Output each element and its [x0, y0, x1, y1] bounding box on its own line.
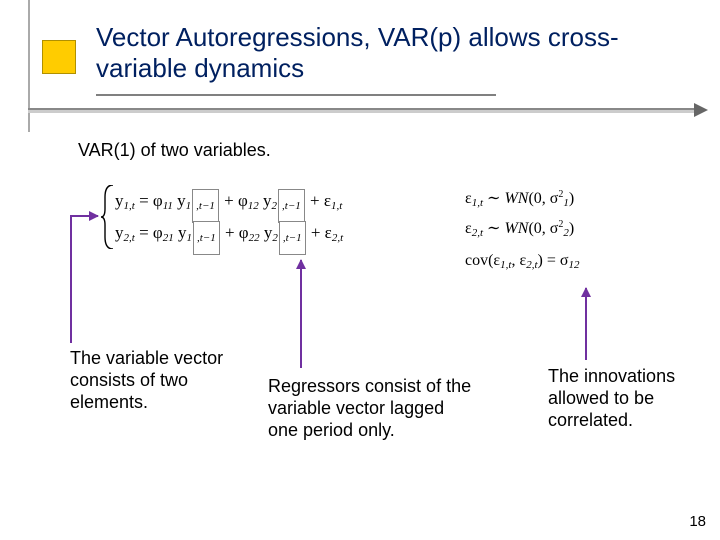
error-row-1: ε1,t ∼ WN(0, σ21) — [465, 180, 579, 210]
error-row-cov: cov(ε1,t, ε2,t) = σ12 — [465, 246, 579, 276]
callout-arrow-mid — [300, 260, 302, 368]
horizontal-rule — [28, 108, 700, 113]
caption-right: The innovations allowed to be correlated… — [548, 366, 708, 432]
equation-row-1: y1,t = φ11 y1,t−1 + φ12 y2,t−1 + ε1,t — [115, 185, 343, 217]
callout-stem-left — [70, 215, 72, 343]
callout-arrow-left — [70, 215, 98, 217]
caption-left: The variable vector consists of two elem… — [70, 348, 230, 414]
error-block: ε1,t ∼ WN(0, σ21) ε2,t ∼ WN(0, σ22) cov(… — [465, 180, 579, 276]
curly-brace-icon — [101, 185, 115, 249]
accent-square — [42, 40, 76, 74]
equation-row-2: y2,t = φ21 y1,t−1 + φ22 y2,t−1 + ε2,t — [115, 217, 343, 249]
title-underline — [96, 94, 496, 96]
slide-title: Vector Autoregressions, VAR(p) allows cr… — [96, 22, 656, 84]
callout-arrow-right — [585, 288, 587, 360]
caption-mid: Regressors consist of the variable vecto… — [268, 376, 478, 442]
equation-block: y1,t = φ11 y1,t−1 + φ12 y2,t−1 + ε1,t y2… — [115, 185, 343, 249]
rule-arrowhead-icon — [694, 103, 708, 117]
subtitle: VAR(1) of two variables. — [78, 140, 271, 161]
page-number: 18 — [689, 513, 706, 530]
error-row-2: ε2,t ∼ WN(0, σ22) — [465, 210, 579, 240]
